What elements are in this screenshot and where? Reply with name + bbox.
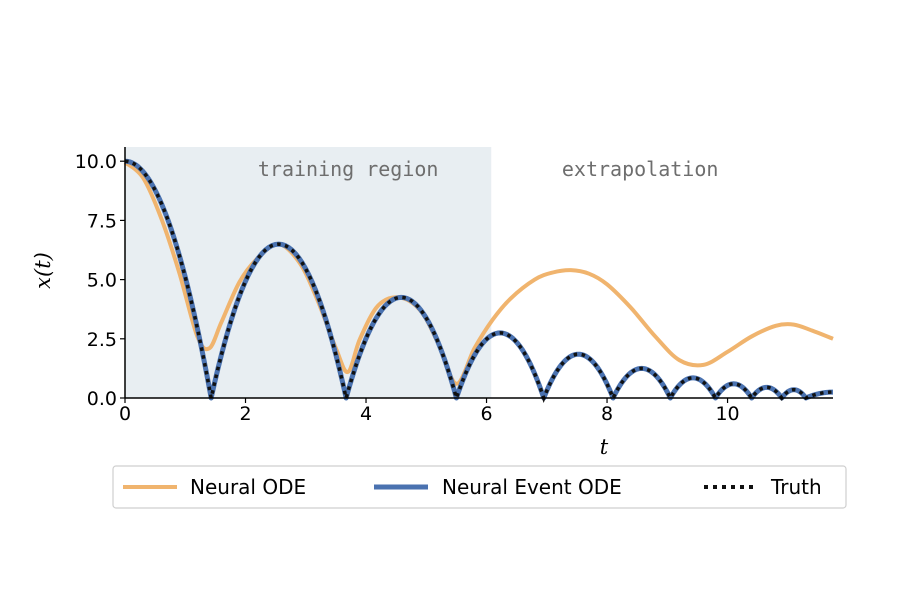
legend-frame [112, 465, 847, 509]
region-label-training-region: training region [258, 157, 439, 181]
y-tick-label: 7.5 [87, 210, 117, 232]
y-tick-label: 10.0 [75, 151, 117, 173]
x-tick-label: 6 [480, 403, 492, 425]
x-tick-label: 8 [601, 403, 613, 425]
y-tick-label: 0.0 [87, 388, 117, 410]
ticks-layer: 0 2 4 6 8 10 0.0 2.5 5.0 7.5 10.0 [75, 151, 740, 425]
region-label-extrapolation: extrapolation [562, 157, 719, 181]
series-truth [124, 159, 833, 404]
regions-layer: training region extrapolation [125, 147, 833, 398]
axes-layer [124, 147, 833, 399]
region-extrapolation [491, 147, 833, 398]
legend-label-neural-ode: Neural ODE [190, 475, 306, 499]
x-tick-label: 4 [360, 403, 372, 425]
x-tick-label: 2 [239, 403, 251, 425]
x-tick-label: 0 [119, 403, 131, 425]
legend-label-neural-event-ode: Neural Event ODE [442, 475, 622, 499]
x-axis-label: t [600, 435, 609, 459]
y-tick-label: 5.0 [87, 270, 117, 292]
x-tick-label: 10 [715, 403, 739, 425]
y-axis-label: x(t) [31, 252, 55, 289]
legend: Neural ODE Neural Event ODE Truth [112, 465, 847, 509]
series-layer [123, 158, 835, 404]
y-tick-label: 2.5 [87, 329, 117, 351]
legend-label-truth: Truth [770, 475, 822, 499]
